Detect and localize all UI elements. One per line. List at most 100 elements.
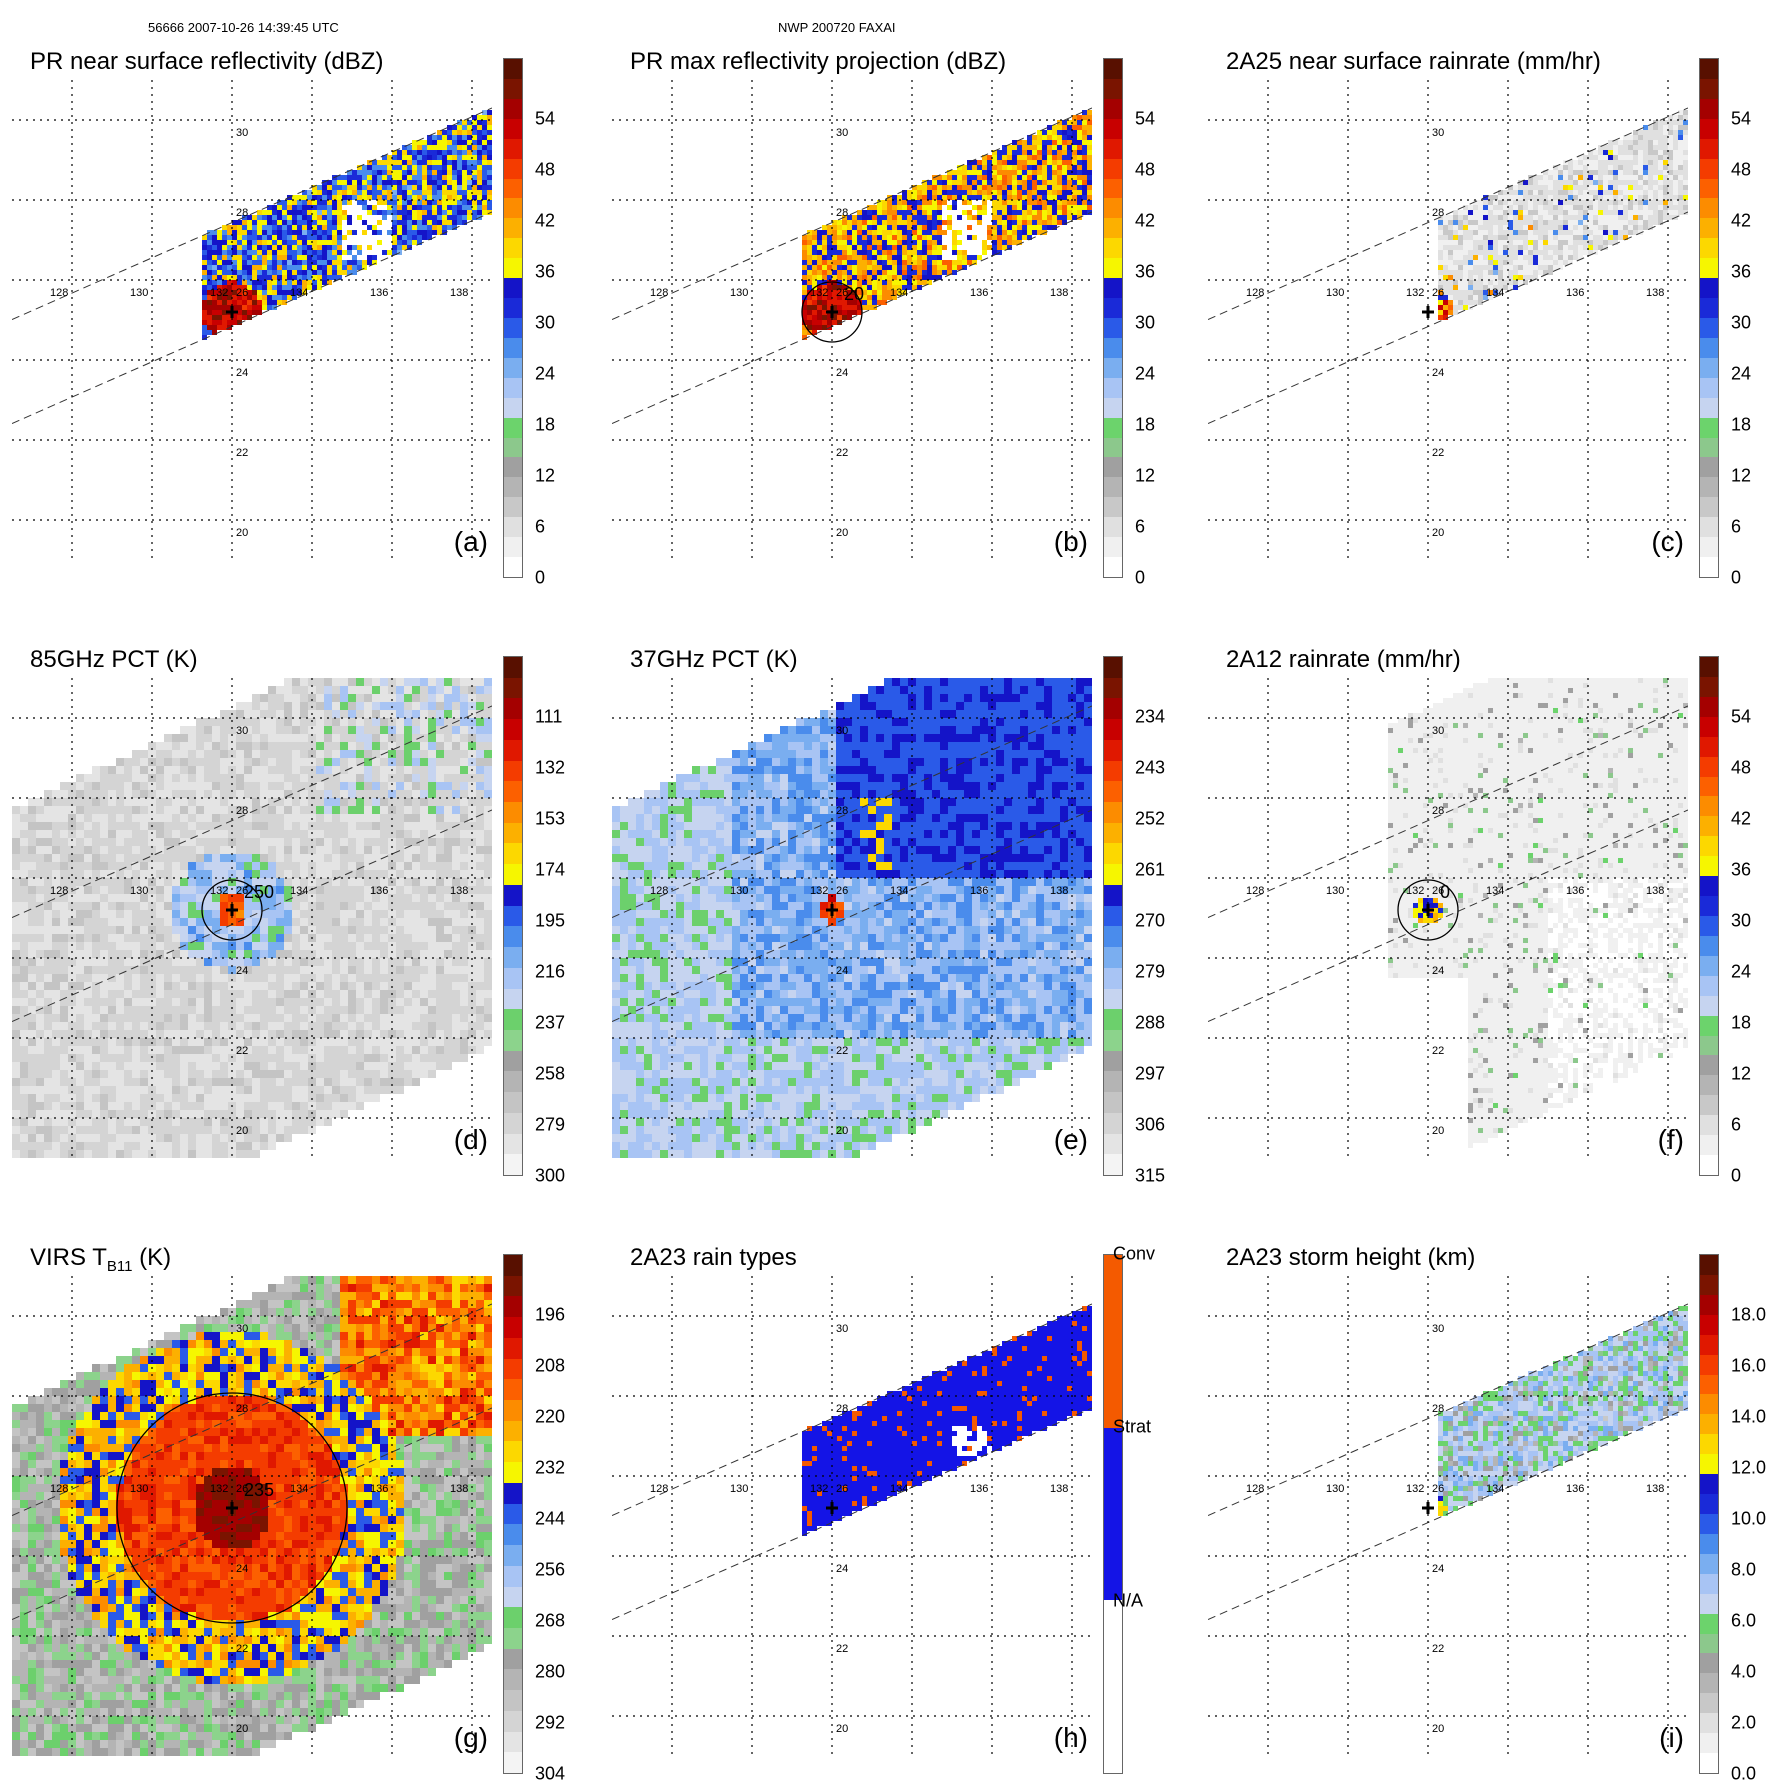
field-cell — [952, 200, 957, 205]
field-cell — [487, 195, 492, 200]
field-cell — [1027, 155, 1032, 160]
field-cell — [352, 190, 357, 195]
field-cell — [1027, 195, 1032, 200]
field-cell — [396, 782, 404, 790]
field-cell — [1448, 305, 1453, 310]
field-cell — [1022, 165, 1027, 170]
field-cell — [420, 902, 428, 910]
field-cell — [397, 180, 402, 185]
field-cell — [442, 160, 447, 165]
field-cell — [1548, 260, 1553, 265]
field-cell — [387, 160, 392, 165]
field-cell — [1593, 240, 1598, 245]
field-cell — [236, 742, 244, 750]
field-cell — [1047, 125, 1052, 130]
field-cell — [892, 210, 897, 215]
field-cell — [477, 190, 482, 195]
field-cell — [1077, 120, 1082, 125]
field-cell — [312, 200, 317, 205]
field-cell — [436, 702, 444, 710]
field-cell — [1017, 235, 1022, 240]
field-cell — [1453, 220, 1458, 225]
field-cell — [877, 300, 882, 305]
field-cell — [1473, 275, 1478, 280]
field-cell — [1022, 175, 1027, 180]
field-cell — [1493, 275, 1498, 280]
field-cell — [927, 185, 932, 190]
field-cell — [317, 190, 322, 195]
field-cell — [1533, 240, 1538, 245]
field-cell — [1578, 175, 1583, 180]
field-cell — [340, 846, 348, 854]
field-cell — [892, 235, 897, 240]
field-cell — [172, 862, 180, 870]
field-cell — [312, 255, 317, 260]
field-cell — [364, 774, 372, 782]
field-cell — [312, 240, 317, 245]
field-cell — [862, 240, 867, 245]
field-cell — [477, 150, 482, 155]
field-cell — [447, 215, 452, 220]
field-cell — [952, 235, 957, 240]
field-cell — [402, 155, 407, 160]
field-cell — [202, 240, 207, 245]
field-cell — [316, 702, 324, 710]
field-cell — [352, 195, 357, 200]
field-cell — [484, 798, 492, 806]
field-cell — [1533, 200, 1538, 205]
field-cell — [436, 902, 444, 910]
field-cell — [1538, 215, 1543, 220]
colorbar-segment — [1700, 338, 1718, 358]
field-cell — [407, 175, 412, 180]
field-cell — [1573, 185, 1578, 190]
field-cell — [380, 822, 388, 830]
field-cell — [377, 165, 382, 170]
field-cell — [140, 806, 148, 814]
field-cell — [267, 270, 272, 275]
field-cell — [140, 822, 148, 830]
field-cell — [847, 265, 852, 270]
field-cell — [212, 750, 220, 758]
field-cell — [436, 758, 444, 766]
field-cell — [907, 250, 912, 255]
field-cell — [132, 902, 140, 910]
field-cell — [242, 270, 247, 275]
field-cell — [922, 275, 927, 280]
field-cell — [872, 220, 877, 225]
field-cell — [1653, 220, 1658, 225]
field-cell — [1448, 290, 1453, 295]
field-cell — [1508, 240, 1513, 245]
field-cell — [1453, 240, 1458, 245]
field-cell — [427, 230, 432, 235]
field-cell — [172, 758, 180, 766]
field-cell — [1638, 160, 1643, 165]
field-cell — [1668, 130, 1673, 135]
field-cell — [372, 230, 377, 235]
field-cell — [397, 240, 402, 245]
field-cell — [452, 750, 460, 758]
field-cell — [452, 210, 457, 215]
field-cell — [364, 830, 372, 838]
field-cell — [1077, 205, 1082, 210]
field-cell — [1578, 245, 1583, 250]
field-cell — [324, 886, 332, 894]
field-cell — [422, 170, 427, 175]
field-cell — [1583, 230, 1588, 235]
field-cell — [417, 185, 422, 190]
field-cell — [1563, 250, 1568, 255]
field-cell — [1563, 185, 1568, 190]
field-cell — [1468, 250, 1473, 255]
field-cell — [407, 215, 412, 220]
field-cell — [1463, 240, 1468, 245]
field-cell — [1002, 170, 1007, 175]
field-cell — [832, 270, 837, 275]
field-cell — [1493, 245, 1498, 250]
field-cell — [822, 320, 827, 325]
field-cell — [1648, 210, 1653, 215]
field-cell — [484, 790, 492, 798]
field-cell — [220, 790, 228, 798]
field-cell — [268, 830, 276, 838]
field-cell — [1593, 160, 1598, 165]
field-cell — [212, 758, 220, 766]
